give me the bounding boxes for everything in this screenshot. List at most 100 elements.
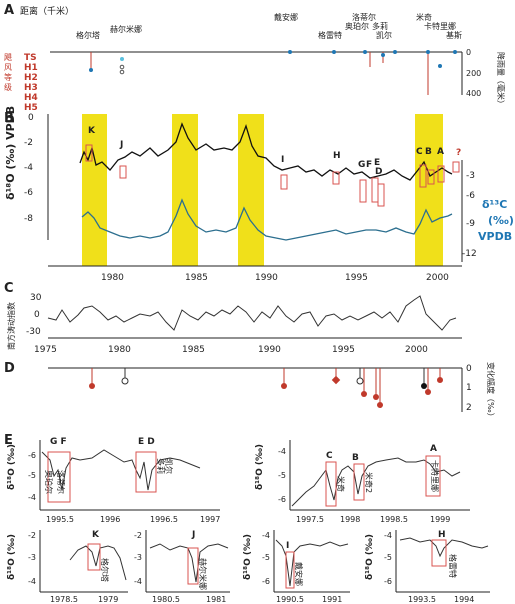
storm-name: 凯尔 xyxy=(376,30,392,40)
d-stems xyxy=(91,368,441,404)
d-marker xyxy=(281,383,287,389)
e-ytick: -4 xyxy=(28,577,36,586)
category-label: H2 xyxy=(24,73,38,83)
e-ytick: -3 xyxy=(134,553,142,562)
event-box xyxy=(437,165,445,183)
d-marker xyxy=(421,383,427,389)
event-box xyxy=(377,183,385,207)
e-xtick: 1994 xyxy=(454,595,474,604)
storm-point xyxy=(381,53,385,57)
e-ytick: -3 xyxy=(28,553,36,562)
storm-point xyxy=(393,50,397,54)
year-tick: 1985 xyxy=(182,345,205,355)
storm-name: 格尔塔 xyxy=(76,30,100,40)
event-box xyxy=(332,171,340,185)
e-box xyxy=(87,543,101,571)
storm-point xyxy=(453,50,457,54)
highlight-band xyxy=(172,114,198,266)
d-marker xyxy=(425,389,431,395)
e-subplot-k: δ¹⁸O (‰) -2 -3 -4 K 格尔塔 1978.5 1979 xyxy=(7,530,128,604)
event-label: J xyxy=(119,140,123,150)
event-box xyxy=(280,174,288,190)
soi-tick: 0 xyxy=(34,310,40,320)
year-tick: 1980 xyxy=(101,273,124,283)
e-xtick: 1998 xyxy=(340,515,360,524)
e-ylabel: δ¹⁸O (‰) xyxy=(243,534,253,580)
e-storm: 米奇 xyxy=(336,476,346,492)
category-label: H4 xyxy=(24,93,38,103)
e-box xyxy=(425,455,441,497)
e-event: E D xyxy=(138,437,155,447)
event-label: H xyxy=(333,151,341,161)
storm-name: 洛蒂尔 xyxy=(352,12,376,22)
b-left-ticks: 0 -2 -4 -6 -8 xyxy=(24,113,34,224)
storm-name: 格雷特 xyxy=(318,30,342,40)
storm-markers xyxy=(89,50,457,95)
d13c-tick: -6 xyxy=(466,191,475,201)
e-event: K xyxy=(92,530,100,540)
storm-name: 基斯 xyxy=(446,30,462,40)
d18o-series xyxy=(79,122,453,181)
d13c-series xyxy=(81,198,453,241)
e-storm: 米奇2 xyxy=(364,472,374,493)
scale-label-char: 飓 xyxy=(4,53,12,62)
e-subplot-cba: δ¹⁸O (‰) -4 -5 -6 C B A 米奇 米奇2 卡特里娜 1997… xyxy=(255,440,470,524)
e-xtick: 1995.5 xyxy=(46,515,74,524)
e-subplot-j: -2 -3 -4 J 赫尔米娜 1980.5 1981 xyxy=(134,530,230,604)
d13c-tick: -12 xyxy=(462,249,477,259)
storm-names: 格尔塔 赫尔米娜 戴安娜 格雷特 洛蒂尔 奥珀尔 多莉 凯尔 米奇 卡特里娜 基… xyxy=(76,12,462,40)
event-box xyxy=(427,169,435,185)
storm-point xyxy=(426,50,430,54)
e-series xyxy=(41,449,201,491)
e-ytick: -5 xyxy=(262,553,270,562)
d-marker xyxy=(361,391,367,397)
e-series xyxy=(399,537,489,558)
rainfall-tick: 200 xyxy=(466,69,481,78)
e-xtick: 1993.5 xyxy=(408,595,436,604)
e-subplot-i: δ¹⁸O (‰) -4 -5 -6 I 戴安娜 1990.5 1991 xyxy=(243,530,350,604)
d-marker xyxy=(437,377,443,383)
e-storm: 格雷特 xyxy=(448,554,458,578)
category-label: H5 xyxy=(24,103,38,113)
e-ytick: -2 xyxy=(28,531,36,540)
e-ytick: -6 xyxy=(384,577,392,586)
e-event: J xyxy=(191,530,195,540)
d13c-label-line: δ¹³C xyxy=(482,198,507,211)
category-label: H1 xyxy=(24,63,38,73)
highlight-band xyxy=(238,114,264,266)
event-box xyxy=(85,144,93,162)
d13c-label-line: (‰) xyxy=(488,214,514,227)
e-box xyxy=(353,463,365,501)
highlight-bands xyxy=(82,114,443,266)
e-xtick: 1997 xyxy=(200,515,220,524)
year-tick: 1990 xyxy=(255,273,278,283)
e-box xyxy=(135,451,157,493)
event-label: F xyxy=(366,160,372,170)
panel-a-right-axis: 0 200 400 降雨量（毫米） xyxy=(461,48,506,108)
c-x-ticks: 1975 1980 1985 1990 1995 2000 xyxy=(34,345,428,355)
d13c-tick: -3 xyxy=(466,171,475,181)
e-ytick: -5 xyxy=(278,471,286,480)
panel-a-label: A xyxy=(4,3,14,18)
e-ytick: -4 xyxy=(384,531,392,540)
e-ytick: -5 xyxy=(384,553,392,562)
storm-point xyxy=(119,64,125,70)
scale-label-char: 风 xyxy=(4,63,12,72)
e-storm: 卡特里娜 xyxy=(430,460,440,492)
event-box xyxy=(371,177,379,203)
e-storm: 洛蒂尔 xyxy=(56,470,66,494)
event-label: B xyxy=(425,147,432,157)
e-series xyxy=(275,539,349,587)
year-tick: 1990 xyxy=(258,345,281,355)
e-storm: 多莉 xyxy=(156,458,166,474)
year-tick: 2000 xyxy=(405,345,428,355)
e-xtick: 1979 xyxy=(98,595,118,604)
e-ylabel: δ¹⁸O (‰) xyxy=(7,444,17,490)
event-label: K xyxy=(88,126,96,136)
e-ytick: -4 xyxy=(278,447,286,456)
d-marker xyxy=(89,383,95,389)
d-tick: 1 xyxy=(466,383,472,393)
e-xtick: 1981 xyxy=(206,595,226,604)
hurricane-categories: TS H1 H2 H3 H4 H5 xyxy=(24,53,38,113)
d-tick: 2 xyxy=(466,403,472,413)
